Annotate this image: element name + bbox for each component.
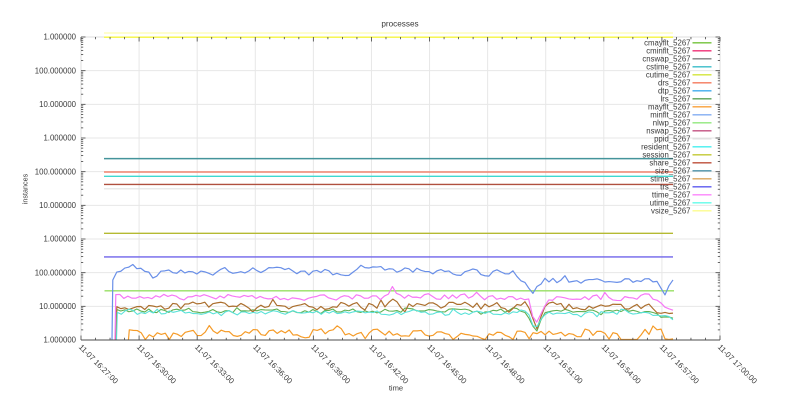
- svg-text:size_5267: size_5267: [655, 166, 691, 175]
- svg-text:dtp_5267: dtp_5267: [658, 86, 691, 95]
- svg-text:1.000000: 1.000000: [43, 235, 76, 244]
- svg-text:cmayflt_5267: cmayflt_5267: [644, 38, 690, 47]
- svg-text:10.000000: 10.000000: [39, 302, 77, 311]
- svg-text:vsize_5267: vsize_5267: [651, 206, 690, 215]
- svg-text:share_5267: share_5267: [649, 158, 690, 167]
- svg-text:cstime_5267: cstime_5267: [646, 62, 690, 71]
- svg-text:minflt_5267: minflt_5267: [650, 110, 690, 119]
- svg-text:1.000000: 1.000000: [43, 134, 76, 143]
- svg-text:100.000000: 100.000000: [35, 167, 77, 176]
- svg-text:1.000000: 1.000000: [43, 33, 76, 42]
- svg-text:1.000000: 1.000000: [43, 336, 76, 345]
- svg-text:10.000000: 10.000000: [39, 100, 77, 109]
- svg-text:100.000000: 100.000000: [35, 268, 77, 277]
- svg-text:ppid_5267: ppid_5267: [654, 134, 690, 143]
- svg-text:cutime_5267: cutime_5267: [646, 70, 691, 79]
- svg-text:100.000000: 100.000000: [35, 66, 77, 75]
- svg-text:utime_5267: utime_5267: [650, 198, 691, 207]
- svg-text:cnswap_5267: cnswap_5267: [642, 54, 690, 63]
- svg-text:stime_5267: stime_5267: [650, 174, 690, 183]
- svg-text:ttime_5267: ttime_5267: [652, 190, 691, 199]
- svg-text:drs_5267: drs_5267: [658, 78, 691, 87]
- svg-text:resident_5267: resident_5267: [641, 142, 690, 151]
- svg-text:trs_5267: trs_5267: [660, 182, 690, 191]
- svg-text:session_5267: session_5267: [642, 150, 690, 159]
- svg-text:time: time: [389, 384, 403, 393]
- svg-text:lrs_5267: lrs_5267: [661, 94, 691, 103]
- svg-text:nlwp_5267: nlwp_5267: [653, 118, 691, 127]
- svg-text:10.000000: 10.000000: [39, 201, 77, 210]
- svg-text:instances: instances: [21, 173, 30, 204]
- svg-text:mayflt_5267: mayflt_5267: [648, 102, 690, 111]
- svg-text:nswap_5267: nswap_5267: [646, 126, 690, 135]
- svg-text:cminflt_5267: cminflt_5267: [646, 46, 690, 55]
- svg-text:processes: processes: [381, 20, 418, 29]
